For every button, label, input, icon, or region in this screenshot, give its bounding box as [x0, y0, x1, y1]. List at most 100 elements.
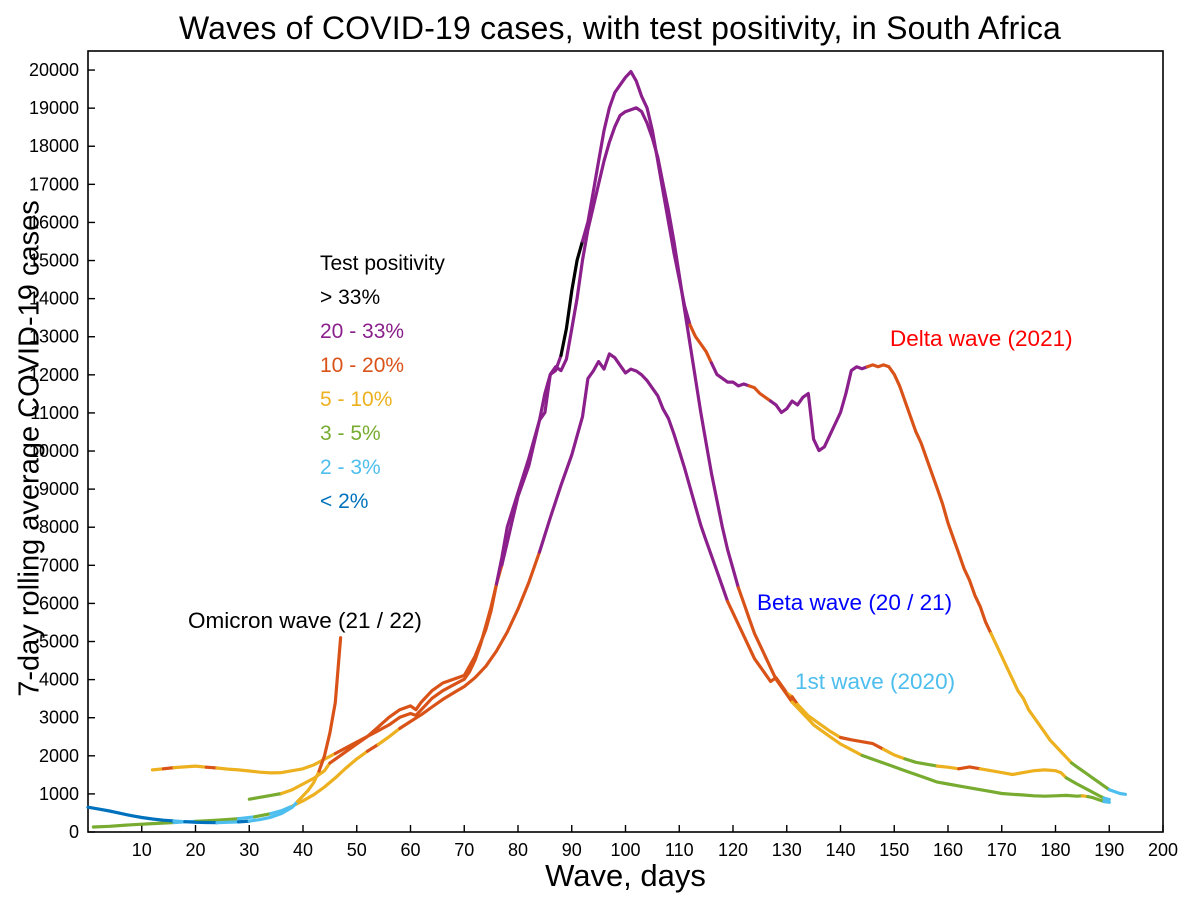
x-axis-label: Wave, days	[545, 858, 706, 893]
x-tick-label: 150	[879, 840, 909, 860]
y-axis-ticks: 0 1000 2000 3000 4000 5000 6000 7000 8000 9000 100…	[29, 60, 95, 842]
y-tick-label: 0	[69, 822, 79, 842]
series-segment	[279, 761, 332, 796]
y-tick-label: 9000	[39, 479, 79, 499]
y-tick-label: 4000	[39, 670, 79, 690]
wave-annotation: Omicron wave (21 / 22)	[188, 608, 422, 633]
x-tick-label: 170	[987, 840, 1017, 860]
series-segment	[236, 819, 251, 824]
y-tick-label: 6000	[39, 593, 79, 613]
y-tick-label: 8000	[39, 517, 79, 537]
x-tick-label: 190	[1094, 840, 1124, 860]
series-segment	[172, 764, 208, 770]
x-tick-label: 200	[1148, 840, 1178, 860]
y-tick-label: 15000	[29, 251, 79, 271]
x-tick-label: 90	[562, 840, 582, 860]
x-tick-label: 80	[508, 840, 528, 860]
y-axis-label: 7-day rolling average COVID-19 cases	[13, 200, 46, 697]
series-segment	[183, 820, 219, 825]
x-tick-label: 40	[293, 840, 313, 860]
y-tick-label: 5000	[39, 632, 79, 652]
series-segment	[865, 363, 993, 636]
series-segment	[236, 815, 257, 821]
series-segment	[790, 700, 864, 758]
series-segment	[317, 636, 343, 773]
series-first-wave	[91, 352, 1111, 829]
x-tick-label: 60	[400, 840, 420, 860]
y-tick-label: 10000	[29, 441, 79, 461]
series-segment	[247, 791, 284, 801]
legend-item: < 2%	[320, 490, 368, 513]
series-segment	[903, 757, 939, 768]
series-segment	[688, 323, 714, 365]
series-segment	[398, 550, 542, 731]
series-segment	[365, 742, 380, 753]
series-segment	[215, 751, 337, 775]
x-axis-ticks: 10 20 30 40 50 60 70 80 90 100 110 120 130 140 150 160 1…	[132, 825, 1178, 860]
x-tick-label: 50	[347, 840, 367, 860]
y-tick-label: 14000	[29, 289, 79, 309]
y-tick-label: 2000	[39, 746, 79, 766]
series-segment	[709, 361, 751, 388]
series-segment	[204, 765, 219, 770]
x-tick-label: 120	[718, 840, 748, 860]
series-segment	[736, 586, 794, 704]
series-segment	[290, 749, 370, 808]
x-tick-label: 30	[239, 840, 259, 860]
series-segment	[86, 805, 176, 823]
wave-annotation: 1st wave (2020)	[795, 669, 955, 694]
y-tick-label: 13000	[29, 327, 79, 347]
y-tick-label: 3000	[39, 708, 79, 728]
series-segment	[494, 353, 563, 586]
series-segment	[747, 384, 773, 403]
series-segment	[768, 365, 870, 453]
x-tick-label: 140	[825, 840, 855, 860]
series-segment	[150, 767, 165, 772]
series-segment	[989, 631, 1074, 765]
series-segment	[559, 239, 585, 357]
y-tick-label: 7000	[39, 555, 79, 575]
series-segment	[537, 352, 730, 604]
y-tick-label: 20000	[29, 60, 79, 80]
series-segment	[172, 819, 187, 824]
x-tick-label: 180	[1040, 840, 1070, 860]
x-tick-label: 20	[185, 840, 205, 860]
x-tick-label: 130	[772, 840, 802, 860]
legend-title: Test positivity	[320, 252, 445, 275]
x-tick-label: 70	[454, 840, 474, 860]
wave-annotation: Delta wave (2021)	[890, 326, 1073, 351]
series-segment	[328, 582, 499, 765]
series-segment	[161, 765, 176, 771]
y-tick-label: 17000	[29, 174, 79, 194]
legend-item: 3 - 5%	[320, 422, 381, 445]
y-tick-label: 11000	[30, 403, 79, 423]
series-segment	[795, 702, 843, 740]
series-segment	[1064, 776, 1106, 800]
x-tick-label: 100	[610, 840, 640, 860]
series-segment	[376, 726, 402, 747]
x-tick-label: 10	[132, 840, 152, 860]
series-segment	[91, 820, 176, 829]
y-tick-label: 1000	[39, 784, 79, 804]
series-segment	[500, 106, 741, 590]
series-segment	[253, 812, 273, 819]
legend-item: 10 - 20%	[320, 354, 404, 377]
y-tick-label: 19000	[29, 98, 79, 118]
series-segment	[215, 820, 241, 825]
series-segment	[1102, 796, 1111, 802]
series-segment	[580, 69, 692, 327]
series-segment	[247, 799, 300, 823]
series-segment	[957, 765, 982, 771]
y-tick-label: 18000	[29, 136, 79, 156]
legend-item: 20 - 33%	[320, 320, 404, 343]
series-segment	[1086, 794, 1106, 804]
series-segment	[978, 767, 1068, 780]
wave-annotation: Beta wave (20 / 21)	[757, 590, 952, 615]
series-segment	[881, 747, 907, 761]
series-segment	[1069, 761, 1111, 792]
y-tick-label: 12000	[29, 365, 79, 385]
chart-title: Waves of COVID-19 cases, with test posit…	[178, 10, 1062, 46]
series-segment	[838, 735, 886, 751]
